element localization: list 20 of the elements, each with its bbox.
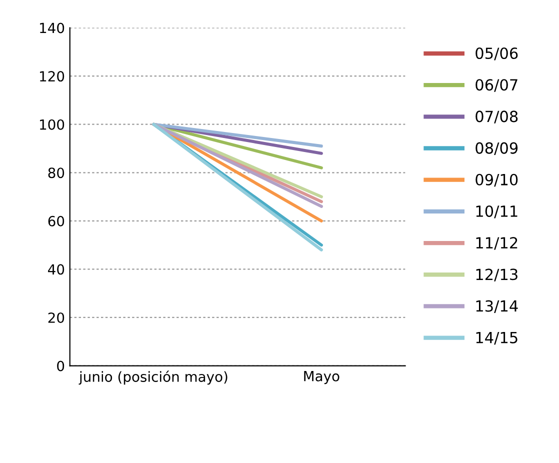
legend-label: 09/10 [476, 174, 518, 187]
x-tick-label: Mayo [304, 371, 340, 384]
y-tick-label: 140 [40, 22, 64, 34]
legend-label: 07/08 [476, 110, 518, 124]
legend-label: 14/15 [476, 332, 518, 345]
y-tick-label: 100 [40, 119, 64, 130]
y-tick-label: 40 [48, 264, 64, 275]
y-tick-label: 120 [40, 71, 64, 82]
legend-label: 11/12 [476, 237, 518, 250]
legend-label: 12/13 [476, 268, 518, 282]
legend-label: 10/11 [476, 205, 518, 218]
legend-label: 06/07 [476, 79, 518, 92]
x-tick-label: junio (posición mayo) [78, 370, 228, 385]
y-tick-label: 80 [48, 168, 64, 178]
y-tick-label: 60 [48, 216, 64, 226]
legend-label: 13/14 [476, 300, 518, 313]
legend-label: 05/06 [476, 47, 518, 60]
y-tick-label: 20 [48, 312, 64, 323]
legend-label: 08/09 [476, 142, 518, 156]
y-tick-label: 0 [57, 360, 64, 372]
